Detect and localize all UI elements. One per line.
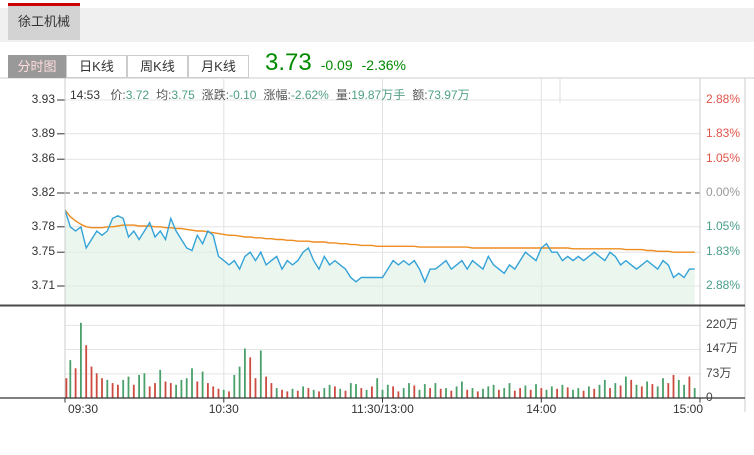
price-axis-label: 3.89 [31,125,55,140]
stock-name: 徐工机械 [17,14,70,29]
pct-axis-label: 0.00% [706,185,741,199]
price-axis-label: 3.82 [31,185,55,199]
quote-time: 14:53 [70,88,101,102]
pct-axis-label: 2.88% [706,92,741,106]
info-segment: 涨幅:-2.62% [263,88,329,102]
info-segment: 价:3.72 [110,88,150,102]
info-segment: 均:3.75 [156,88,195,102]
tab-weekly-k[interactable]: 周K线 [127,55,188,78]
price-change: -0.09 [320,57,353,73]
stock-tab[interactable]: 徐工机械 [8,3,80,40]
time-axis-label: 10:30 [208,402,239,416]
info-segment: 额:73.97万 [412,88,470,102]
price-axis-label: 3.93 [31,92,55,106]
price-axis-label: 3.78 [31,218,55,233]
quote-summary: 3.73 -0.09 -2.36% [265,49,406,77]
tab-intraday[interactable]: 分时图 [8,55,66,78]
volume-axis-label: 147万 [706,341,739,356]
chart-type-tabs: 分时图 日K线 周K线 月K线 3.73 -0.09 -2.36% [0,49,754,78]
price-axis-label: 3.71 [31,277,55,292]
quote-info-bar: 14:53 价:3.72 均:3.75 涨跌:-0.10 涨幅:-2.62% 量:19.… [70,86,470,103]
pct-axis-label: 1.83% [706,244,741,259]
info-segment: 涨跌:-0.10 [201,88,257,102]
price-axis-label: 3.75 [31,244,55,259]
time-axis-label: 09:30 [68,402,99,416]
volume-axis-label: 0 [706,390,713,404]
time-axis-label: 11:30/13:00 [351,402,414,416]
header-strip [0,8,754,42]
tab-monthly-k[interactable]: 月K线 [188,55,249,78]
pct-axis-label: 1.83% [706,125,741,140]
tab-daily-k[interactable]: 日K线 [66,55,127,78]
pct-axis-label: 1.05% [706,151,741,166]
info-segment: 量:19.87万手 [335,88,406,102]
pct-axis-label: 2.88% [706,277,741,292]
time-axis-label: 14:00 [526,402,557,416]
volume-axis-label: 73万 [706,365,732,380]
time-axis-label: 15:00 [672,402,703,416]
pct-axis-label: 1.05% [706,218,741,233]
price-change-pct: -2.36% [361,57,406,73]
last-price: 3.73 [265,49,312,76]
volume-axis-label: 220万 [706,317,739,332]
price-axis-label: 3.86 [31,151,55,166]
